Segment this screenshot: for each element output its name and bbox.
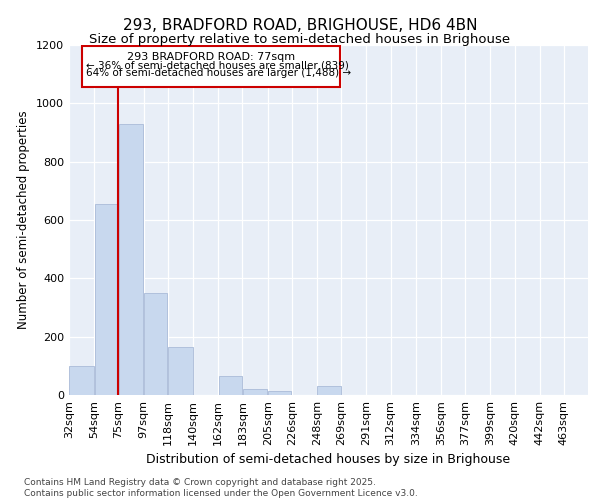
Bar — [119, 124, 143, 395]
Bar — [95, 204, 118, 395]
Bar — [317, 386, 341, 395]
Text: 64% of semi-detached houses are larger (1,488) →: 64% of semi-detached houses are larger (… — [86, 68, 352, 78]
FancyBboxPatch shape — [82, 46, 340, 88]
Bar — [168, 347, 193, 395]
Bar — [268, 390, 292, 395]
Text: ← 36% of semi-detached houses are smaller (839): ← 36% of semi-detached houses are smalle… — [86, 60, 349, 70]
Bar — [218, 376, 242, 395]
Bar — [144, 293, 167, 395]
Text: Contains HM Land Registry data © Crown copyright and database right 2025.
Contai: Contains HM Land Registry data © Crown c… — [24, 478, 418, 498]
Y-axis label: Number of semi-detached properties: Number of semi-detached properties — [17, 110, 31, 330]
Text: 293 BRADFORD ROAD: 77sqm: 293 BRADFORD ROAD: 77sqm — [127, 52, 295, 62]
Bar — [70, 366, 94, 395]
Bar — [243, 389, 267, 395]
Text: 293, BRADFORD ROAD, BRIGHOUSE, HD6 4BN: 293, BRADFORD ROAD, BRIGHOUSE, HD6 4BN — [123, 18, 477, 32]
X-axis label: Distribution of semi-detached houses by size in Brighouse: Distribution of semi-detached houses by … — [146, 454, 511, 466]
Text: Size of property relative to semi-detached houses in Brighouse: Size of property relative to semi-detach… — [89, 32, 511, 46]
